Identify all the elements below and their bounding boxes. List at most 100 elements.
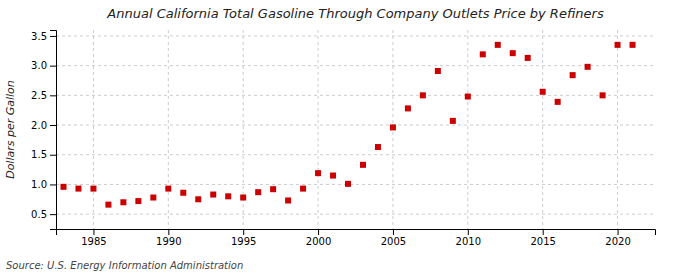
grid-line-x xyxy=(467,30,468,229)
point xyxy=(135,198,141,204)
y-tick-label: 1.5 xyxy=(31,149,47,160)
grid-line-y xyxy=(56,125,655,126)
x-tick-mark xyxy=(468,229,469,235)
grid-line-y xyxy=(56,154,655,155)
point xyxy=(615,42,621,48)
x-tick: 1990 xyxy=(156,229,181,247)
y-axis-line xyxy=(50,31,57,230)
x-tick-mark xyxy=(318,229,319,235)
point xyxy=(330,173,336,179)
point xyxy=(585,64,591,70)
y-tick-mark xyxy=(50,36,56,37)
point xyxy=(630,42,636,48)
grid-line-x xyxy=(542,30,543,229)
grid-line-y xyxy=(56,35,655,36)
y-tick: 0.5 xyxy=(31,209,56,220)
x-tick: 1995 xyxy=(231,229,256,247)
x-tick-mark xyxy=(243,229,244,235)
x-tick: 2000 xyxy=(306,229,331,247)
y-tick-mark xyxy=(50,214,56,215)
y-tick-label: 3.5 xyxy=(31,31,47,42)
point xyxy=(120,199,126,205)
source: Source: U.S. Energy Information Administ… xyxy=(6,260,243,271)
y-tick-mark xyxy=(50,155,56,156)
y-tick: 2.5 xyxy=(31,90,56,101)
x-tick-mark xyxy=(618,229,619,235)
point xyxy=(315,170,321,176)
point xyxy=(480,51,486,57)
point xyxy=(75,186,81,192)
x-tick: 1985 xyxy=(81,229,106,247)
x-tick-mark xyxy=(168,229,169,235)
grid-line-x xyxy=(93,30,94,229)
y-tick: 1.0 xyxy=(31,179,56,190)
point xyxy=(525,55,531,61)
x-tick-label: 2005 xyxy=(381,236,406,247)
chart: 1985 1990 1995 2000 2005 2010 2015 2020 0.5 1.0 1.… xyxy=(0,0,675,275)
point xyxy=(240,195,246,201)
x-tick-label: 1985 xyxy=(81,236,106,247)
point xyxy=(180,190,186,196)
y-tick: 3.5 xyxy=(31,31,56,42)
point xyxy=(570,72,576,78)
point xyxy=(90,186,96,192)
point xyxy=(285,197,291,203)
x-tick-mark xyxy=(543,229,544,235)
point xyxy=(345,181,351,187)
y-tick: 2.0 xyxy=(31,120,56,131)
x-tick-label: 2015 xyxy=(530,236,555,247)
x-tick-label: 2020 xyxy=(605,236,630,247)
point xyxy=(360,162,366,168)
y-axis-title: Dollars per Gallon xyxy=(4,80,17,179)
point xyxy=(375,144,381,150)
points xyxy=(60,42,635,208)
point xyxy=(270,186,276,192)
x-tick-label: 2010 xyxy=(456,236,481,247)
y-tick: 1.5 xyxy=(31,149,56,160)
grid-line-y xyxy=(56,214,655,215)
point xyxy=(465,94,471,100)
x-tick-mark xyxy=(393,229,394,235)
point xyxy=(165,186,171,192)
y-tick-mark xyxy=(50,95,56,96)
point xyxy=(225,193,231,199)
y-tick-label: 1.0 xyxy=(31,179,47,190)
point xyxy=(420,92,426,98)
y-tick-mark xyxy=(50,184,56,185)
x-tick: 2015 xyxy=(530,229,555,247)
point xyxy=(495,42,501,48)
point xyxy=(510,50,516,56)
x-tick-label: 1990 xyxy=(156,236,181,247)
y-tick-mark xyxy=(50,125,56,126)
point xyxy=(540,89,546,95)
x-tick: 2010 xyxy=(456,229,481,247)
x-axis: 1985 1990 1995 2000 2005 2010 2015 2020 xyxy=(57,229,656,247)
point xyxy=(390,124,396,130)
grid-line-x xyxy=(318,30,319,229)
point xyxy=(450,118,456,124)
x-tick: 2020 xyxy=(605,229,630,247)
grid xyxy=(56,30,655,229)
grid-line-x xyxy=(168,30,169,229)
x-axis-line xyxy=(57,230,656,236)
point xyxy=(60,184,66,190)
x-tick-label: 1995 xyxy=(231,236,256,247)
x-tick: 2005 xyxy=(381,229,406,247)
y-tick-label: 0.5 xyxy=(31,209,47,220)
point xyxy=(405,105,411,111)
y-tick-label: 3.0 xyxy=(31,60,47,71)
y-tick: 3.0 xyxy=(31,60,56,71)
point xyxy=(600,92,606,98)
point xyxy=(555,99,561,105)
x-tick-mark xyxy=(93,229,94,235)
point xyxy=(435,68,441,74)
title: Annual California Total Gasoline Through… xyxy=(106,6,604,21)
y-tick-label: 2.0 xyxy=(31,120,47,131)
point xyxy=(210,192,216,198)
grid-line-y xyxy=(56,65,655,66)
y-tick-label: 2.5 xyxy=(31,90,47,101)
point xyxy=(150,195,156,201)
grid-line-y xyxy=(56,184,655,185)
y-tick-mark xyxy=(50,66,56,67)
plot: 1985 1990 1995 2000 2005 2010 2015 2020 0.5 1.0 1.… xyxy=(31,30,655,247)
